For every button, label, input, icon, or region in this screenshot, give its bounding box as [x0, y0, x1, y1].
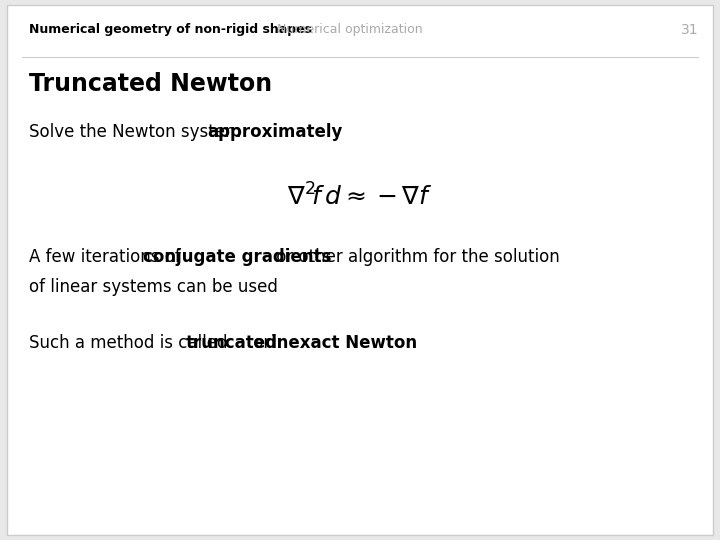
Text: truncated: truncated	[186, 334, 278, 352]
Text: A few iterations of: A few iterations of	[29, 247, 186, 266]
Text: or other algorithm for the solution: or other algorithm for the solution	[271, 247, 559, 266]
FancyBboxPatch shape	[7, 5, 713, 535]
Text: 31: 31	[681, 23, 698, 37]
Text: or: or	[248, 334, 276, 352]
Text: Truncated Newton: Truncated Newton	[29, 72, 272, 96]
Text: Numerical optimization: Numerical optimization	[277, 23, 423, 36]
Text: Solve the Newton system: Solve the Newton system	[29, 123, 246, 141]
Text: Such a method is called: Such a method is called	[29, 334, 233, 352]
Text: $\nabla^2\! f\, d \approx -\nabla f$: $\nabla^2\! f\, d \approx -\nabla f$	[287, 184, 433, 211]
Text: approximately: approximately	[207, 123, 343, 141]
Text: of linear systems can be used: of linear systems can be used	[29, 278, 278, 296]
Text: Numerical geometry of non-rigid shapes: Numerical geometry of non-rigid shapes	[29, 23, 312, 36]
Text: inexact Newton: inexact Newton	[271, 334, 417, 352]
Text: conjugate gradients: conjugate gradients	[143, 247, 331, 266]
